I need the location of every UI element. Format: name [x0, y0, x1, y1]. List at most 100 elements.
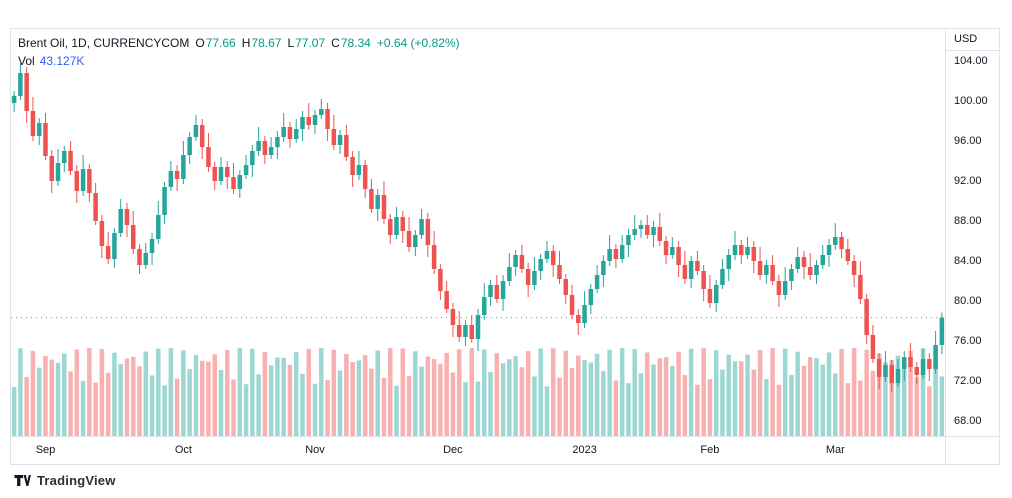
candle: [638, 225, 644, 229]
candle: [475, 315, 481, 339]
candle: [582, 305, 587, 323]
candle: [312, 115, 318, 125]
tradingview-logo-icon[interactable]: [14, 472, 31, 489]
volume-bar: [726, 354, 731, 436]
volume-bar: [199, 360, 205, 436]
candle: [381, 195, 387, 219]
candle: [532, 271, 537, 285]
candle: [193, 125, 199, 137]
price-tick-label: 80.00: [954, 295, 982, 307]
candle: [807, 267, 813, 275]
volume-bar: [933, 348, 938, 436]
volume-bar: [644, 352, 650, 436]
volume-bar: [626, 383, 631, 436]
volume-bar: [30, 350, 36, 436]
candle: [519, 255, 525, 269]
candle: [99, 221, 105, 246]
price-tick-label: 104.00: [954, 55, 988, 67]
volume-bar: [701, 348, 706, 436]
volume-bar: [513, 356, 518, 436]
tradingview-brand[interactable]: TradingView: [37, 472, 116, 488]
candle: [839, 237, 844, 249]
candle: [594, 275, 600, 289]
price-tick-label: 68.00: [954, 415, 982, 427]
ohlc-letter: H: [241, 36, 251, 50]
candle: [469, 325, 474, 339]
candle: [112, 233, 117, 259]
volume-bar: [482, 349, 487, 436]
volume-bar: [381, 377, 387, 436]
volume-bar: [68, 371, 73, 436]
candle: [143, 253, 149, 265]
candle: [588, 289, 594, 305]
candle: [732, 245, 738, 255]
price-axis[interactable]: USD 104.00 100.00 96.00 92.00 88.00 84.00 80.0…: [945, 29, 999, 436]
candle: [851, 261, 857, 275]
candle: [644, 225, 650, 235]
volume-bar: [870, 370, 876, 436]
volume-bar: [889, 360, 894, 436]
candle: [670, 247, 675, 255]
candle: [456, 325, 462, 337]
volume-bar: [770, 348, 775, 436]
candle: [895, 369, 901, 383]
candle: [550, 251, 556, 265]
volume-bar: [300, 373, 305, 436]
candle: [488, 285, 493, 297]
volume-bar: [488, 371, 493, 436]
volume-bar: [36, 367, 42, 436]
volume-bar: [851, 348, 857, 436]
volume-bar: [149, 375, 155, 436]
candle: [933, 345, 938, 369]
volume-bar: [613, 380, 619, 436]
candle: [889, 365, 894, 383]
volume-bar: [845, 383, 851, 436]
candle: [400, 217, 406, 231]
volume-bar: [55, 362, 61, 436]
volume-bar: [80, 381, 86, 436]
candle: [156, 215, 161, 239]
volume-bar: [118, 364, 123, 436]
time-axis[interactable]: Sep Oct Nov Dec 2023 Feb Mar: [11, 436, 945, 464]
volume-bar: [319, 348, 324, 436]
candle: [927, 359, 932, 369]
chart-frame: Brent Oil, 1D, CURRENCYCOM O77.66 H78.67 L7…: [10, 28, 1000, 465]
candle: [444, 291, 449, 309]
volume-bar: [601, 370, 606, 436]
candle: [713, 285, 719, 303]
plot-area[interactable]: Brent Oil, 1D, CURRENCYCOM O77.66 H78.67 L7…: [11, 29, 945, 436]
volume-bar: [651, 364, 656, 436]
candle: [883, 365, 888, 377]
volume-bar: [218, 370, 224, 436]
volume-bar: [864, 349, 869, 436]
volume-bar: [914, 377, 920, 436]
candle: [544, 251, 550, 259]
candle: [626, 235, 631, 245]
symbol-title[interactable]: Brent Oil, 1D, CURRENCYCOM: [18, 36, 190, 50]
volume-bar: [93, 382, 98, 436]
volume-bar: [450, 372, 456, 436]
candle: [118, 209, 123, 233]
candle: [764, 265, 769, 275]
price-tick-label: 100.00: [954, 95, 988, 107]
volume-bar: [939, 376, 945, 436]
price-tick-label: 72.00: [954, 375, 982, 387]
candle: [688, 261, 694, 279]
candle: [74, 171, 80, 191]
time-axis-label: 2023: [572, 444, 597, 456]
candle: [676, 247, 681, 265]
legend-row-main: Brent Oil, 1D, CURRENCYCOM O77.66 H78.67 L7…: [18, 34, 460, 52]
candlestick-chart[interactable]: [11, 29, 945, 436]
candle: [187, 137, 192, 155]
candle: [68, 151, 73, 171]
candle: [218, 167, 224, 181]
candle: [782, 281, 788, 295]
volume-bar: [532, 376, 537, 436]
candle: [494, 285, 500, 299]
volume-bar: [475, 381, 481, 436]
candle: [776, 281, 782, 295]
volume-bar: [876, 353, 882, 436]
volume-bar: [24, 376, 29, 436]
volume-bar: [406, 375, 412, 436]
volume-bar: [206, 361, 211, 436]
